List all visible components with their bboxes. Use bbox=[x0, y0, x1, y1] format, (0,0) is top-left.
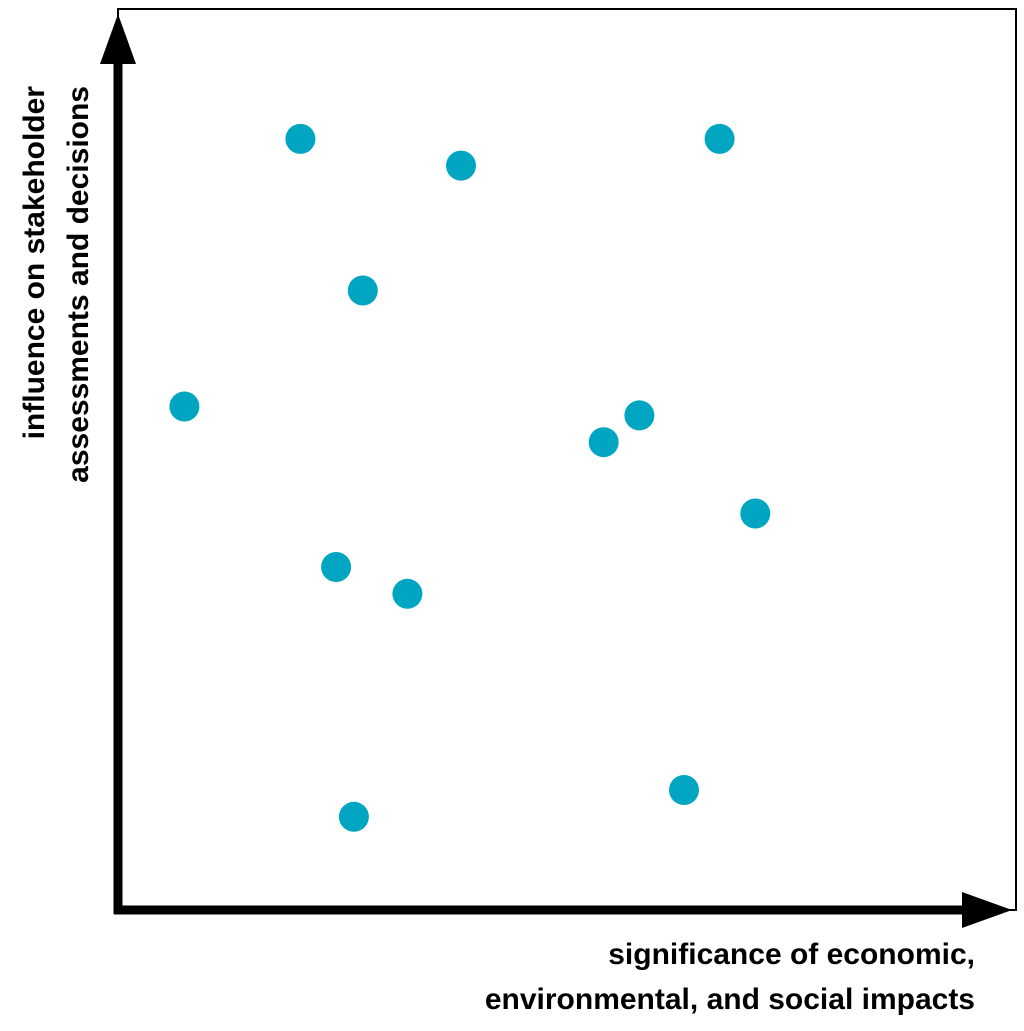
scatter-point-8 bbox=[740, 498, 771, 529]
scatter-point-4 bbox=[347, 275, 378, 306]
x-axis-label-line-1: significance of economic, bbox=[608, 938, 975, 971]
scatter-point-6 bbox=[624, 400, 655, 431]
y-axis-arrowhead bbox=[100, 14, 136, 64]
scatter-point-2 bbox=[704, 123, 735, 154]
plot-frame bbox=[117, 8, 1017, 911]
x-axis-arrowhead bbox=[962, 892, 1012, 928]
y-axis-label-line-2: assessments and decisions bbox=[62, 86, 95, 483]
scatter-point-9 bbox=[321, 552, 352, 582]
x-axis-label-line-2: environmental, and social impacts bbox=[485, 983, 975, 1016]
scatter-point-11 bbox=[669, 775, 699, 805]
y-axis-label-line-1: influence on stakeholder bbox=[18, 86, 51, 440]
scatter-point-5 bbox=[169, 391, 200, 422]
scatter-point-12 bbox=[338, 801, 369, 832]
scatter-point-10 bbox=[392, 578, 423, 609]
scatter-point-7 bbox=[588, 427, 619, 458]
points-layer bbox=[169, 123, 771, 832]
scatter-point-3 bbox=[446, 150, 476, 181]
scatter-point-1 bbox=[285, 123, 316, 154]
